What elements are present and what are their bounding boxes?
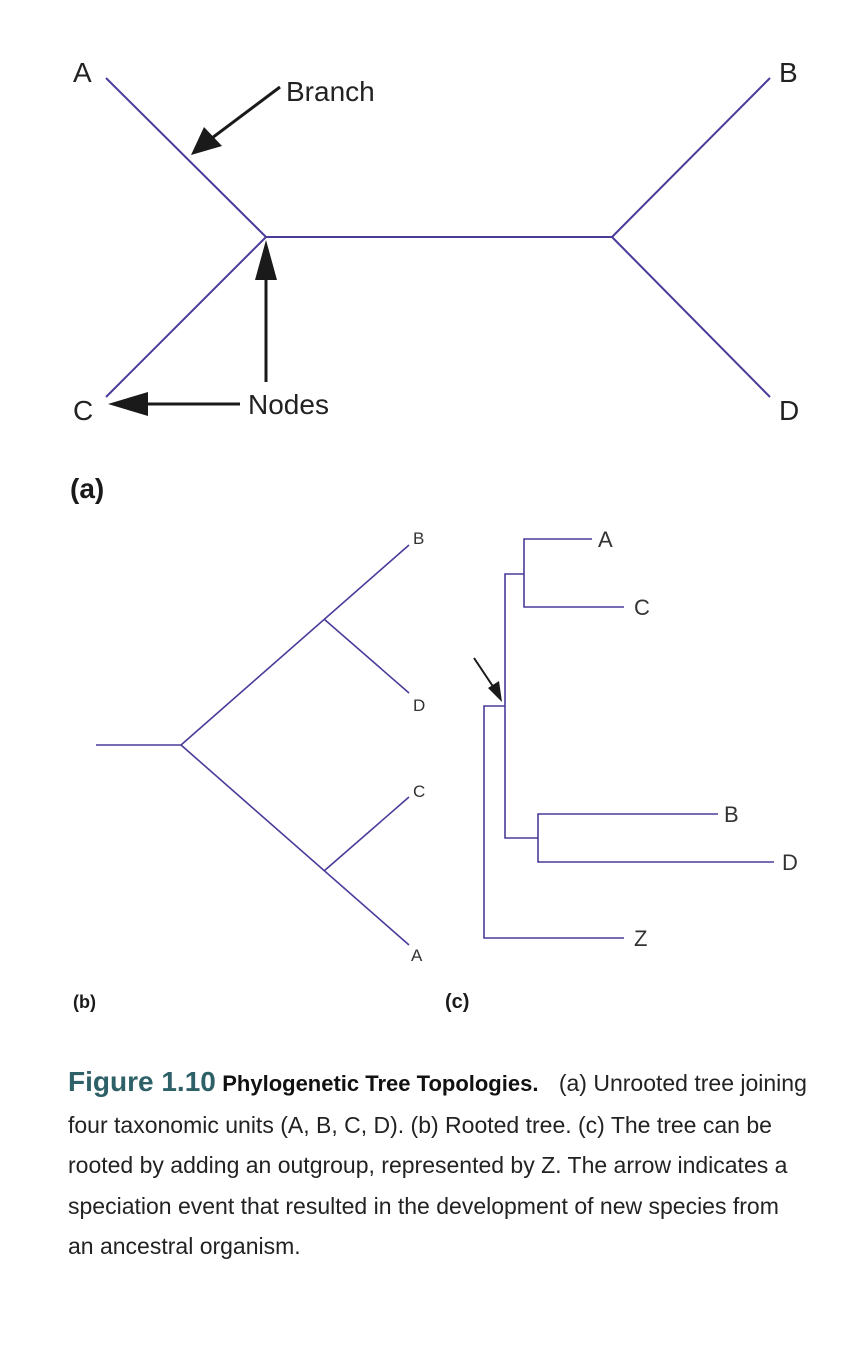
leaf-label-b: B [779, 57, 798, 88]
leaf-label-b-rooted: B [413, 529, 424, 548]
leaf-label-d-rooted: D [413, 696, 425, 715]
branch-to-a [180, 744, 410, 946]
leaf-label-z-outgroup: Z [634, 926, 647, 951]
leaf-label-c-rooted: C [413, 782, 425, 801]
branch-to-b [180, 544, 410, 746]
branch-d [611, 236, 771, 398]
leaf-label-b-outgroup-tree: B [724, 802, 739, 827]
branch-to-c [323, 796, 410, 872]
outgroup-rooted-tree [483, 538, 774, 939]
figure-caption: Figure 1.10 Phylogenetic Tree Topologies… [68, 1062, 808, 1267]
unrooted-tree [105, 77, 771, 398]
branch-to-d [323, 618, 410, 694]
node-arrow-up-icon [255, 240, 277, 382]
ingroup-node [504, 573, 538, 839]
nodes-callout: Nodes [248, 389, 329, 420]
root-with-outgroup [483, 705, 624, 939]
figure-title: Phylogenetic Tree Topologies. [222, 1071, 539, 1096]
branch-a [105, 77, 267, 238]
leaf-label-a-outgroup-tree: A [598, 527, 613, 552]
panel-label-c: (c) [445, 991, 469, 1013]
figure-number: Figure 1.10 [68, 1066, 216, 1097]
phylogenetic-figure: A B C D Branch Nodes (a) B D C A (b) [70, 57, 799, 1013]
clade-a-c [523, 538, 624, 608]
speciation-arrow-icon [473, 657, 502, 702]
leaf-label-d-outgroup-tree: D [782, 850, 798, 875]
panel-label-b: (b) [73, 992, 96, 1012]
branch-c [105, 236, 267, 398]
leaf-label-c-outgroup-tree: C [634, 595, 650, 620]
node-arrow-left-icon [108, 392, 240, 416]
panel-label-a: (a) [70, 473, 104, 504]
branch-b [611, 77, 771, 238]
branch-callout: Branch [286, 76, 375, 107]
leaf-label-a-rooted: A [411, 946, 423, 965]
caption-body: (a) Unrooted tree joining four taxonomic… [68, 1070, 807, 1259]
branch-arrow-icon [191, 85, 281, 155]
leaf-label-c: C [73, 395, 93, 426]
rooted-tree [96, 544, 410, 946]
leaf-label-d: D [779, 395, 799, 426]
leaf-label-a: A [73, 57, 92, 88]
